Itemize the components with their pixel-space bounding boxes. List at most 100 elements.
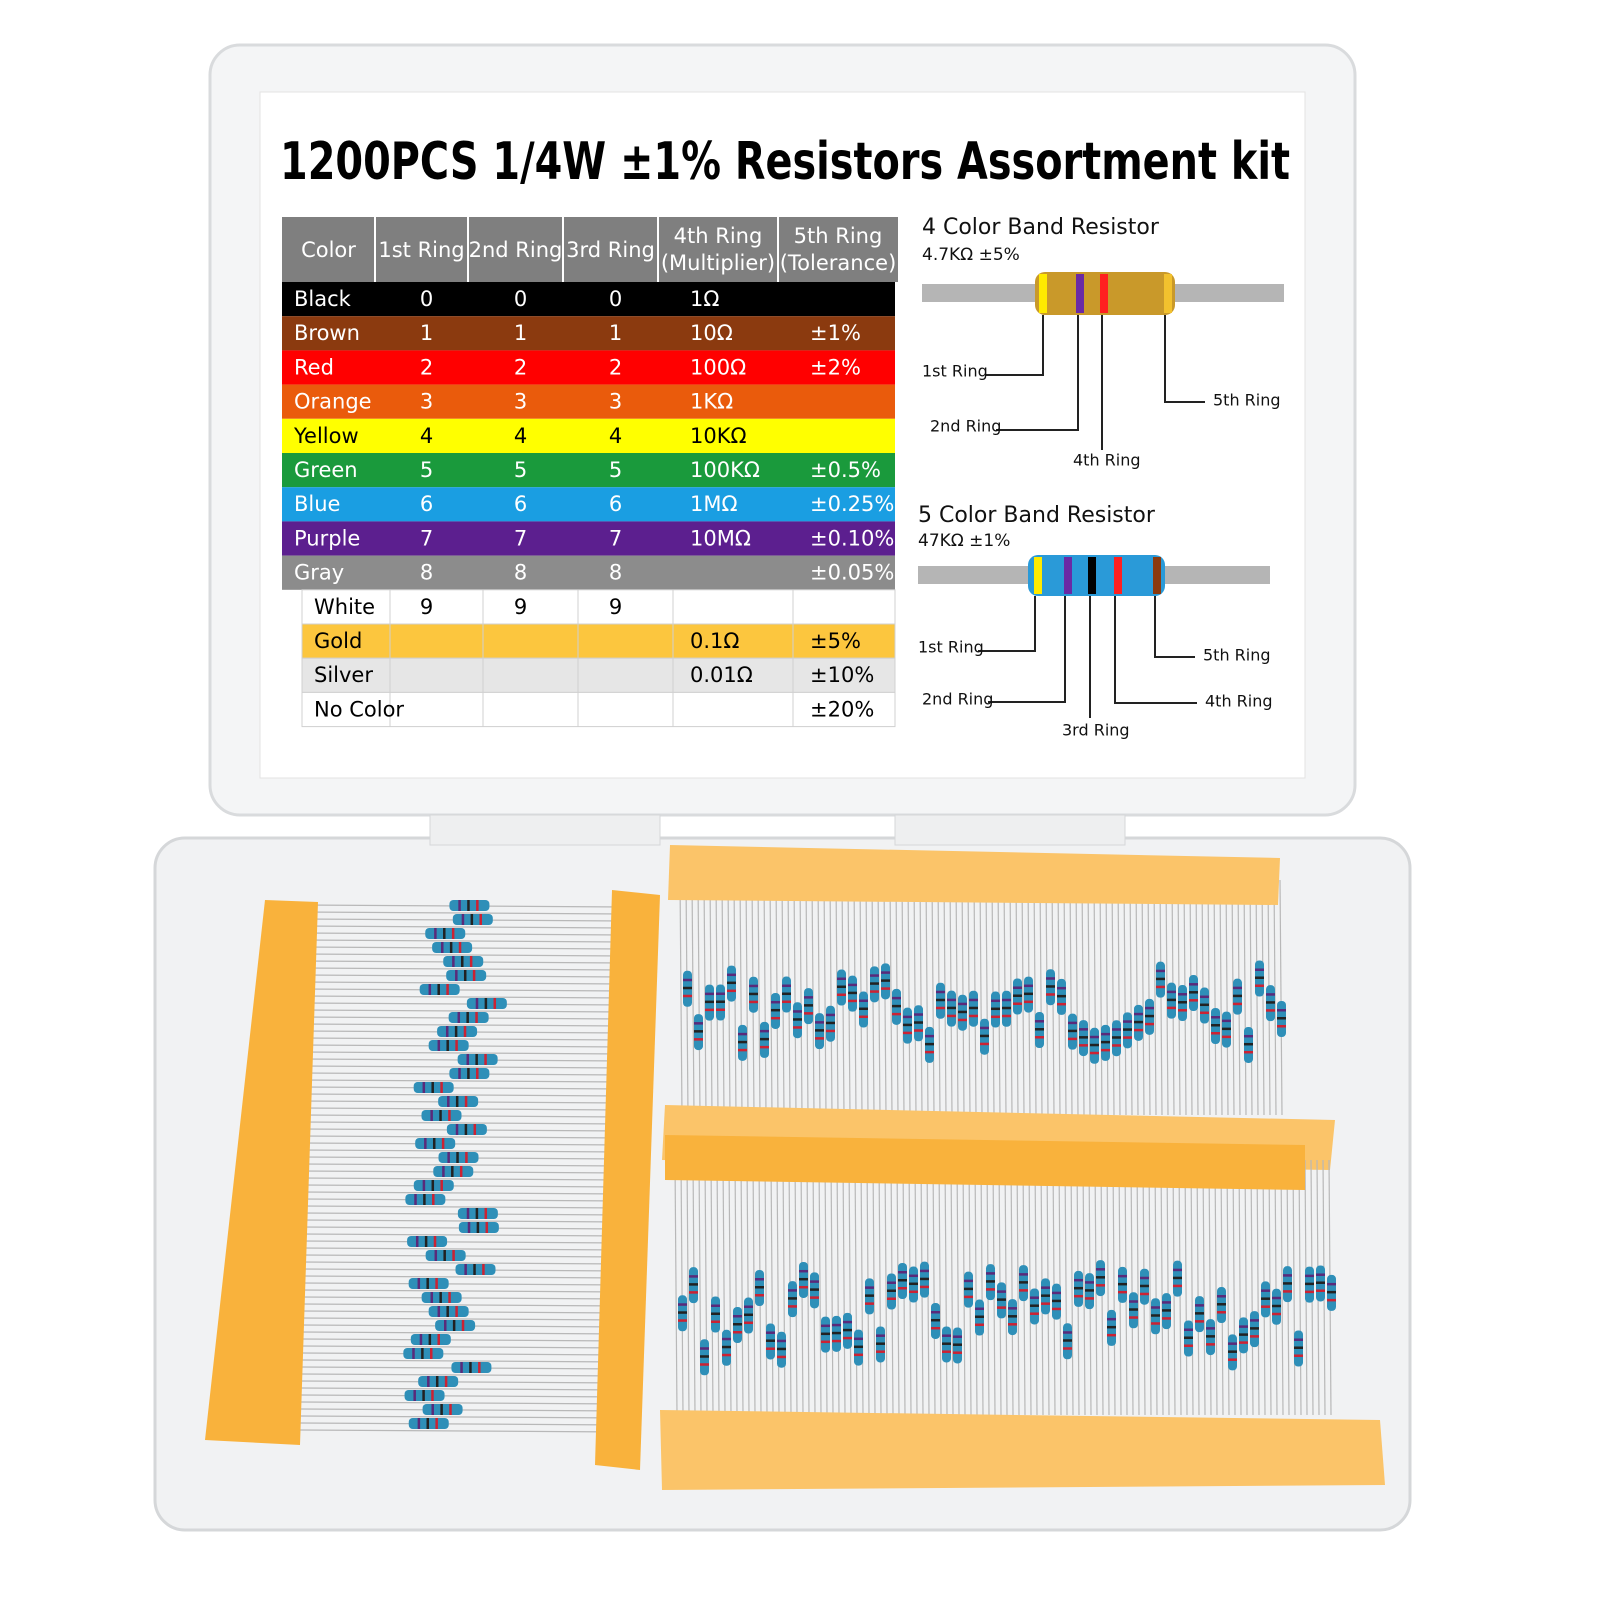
band: [1096, 1268, 1105, 1271]
band: [417, 1418, 421, 1429]
band: [467, 1068, 470, 1079]
wire: [299, 1275, 626, 1279]
band: [1041, 1294, 1050, 1297]
band: [414, 1194, 417, 1205]
table-cell: 100Ω: [690, 355, 746, 379]
table-cell: 10Ω: [690, 321, 733, 345]
wire: [299, 1394, 626, 1398]
band: [1228, 1350, 1237, 1353]
band: [755, 1294, 764, 1297]
band: [1079, 1036, 1088, 1039]
band: [428, 1334, 432, 1345]
wire: [1255, 879, 1259, 1116]
band: [1206, 1335, 1215, 1338]
table-cell: 4: [609, 424, 622, 448]
wire: [1250, 1159, 1254, 1416]
band: [914, 1013, 923, 1016]
table-cell: 2: [420, 355, 433, 379]
band: [1184, 1336, 1193, 1340]
band: [1002, 1006, 1011, 1010]
band: [953, 1335, 962, 1338]
wire: [817, 879, 821, 1116]
band: [936, 998, 945, 1002]
band: [887, 1297, 896, 1300]
band: [1244, 1034, 1253, 1038]
wire: [776, 1159, 780, 1416]
wire: [299, 1051, 626, 1055]
band: [437, 1306, 441, 1317]
header-cell: Color: [301, 238, 356, 262]
band: [476, 1068, 479, 1079]
band: [1189, 999, 1198, 1002]
table-cell: 7: [514, 526, 527, 550]
band: [475, 1054, 478, 1065]
band: [854, 1337, 863, 1341]
wire: [950, 1159, 954, 1416]
wire: [299, 1002, 626, 1006]
band: [1030, 1296, 1039, 1299]
band: [837, 977, 846, 981]
band: [440, 1180, 443, 1191]
wire: [1243, 879, 1247, 1116]
wire: [299, 1149, 626, 1153]
band: [1277, 1017, 1286, 1020]
band: [1195, 1304, 1204, 1307]
wire: [1249, 879, 1253, 1116]
band: [1173, 1268, 1182, 1272]
band: [683, 994, 692, 998]
leader-line: [1154, 596, 1195, 658]
wire: [931, 879, 935, 1116]
table-cell: 1: [420, 321, 433, 345]
band: [909, 1290, 918, 1294]
wire: [734, 1159, 738, 1416]
wire: [980, 1159, 984, 1416]
band: [1305, 1282, 1314, 1286]
band: [887, 1281, 896, 1284]
band: [478, 1362, 481, 1373]
band: [859, 1015, 868, 1019]
band: [826, 1013, 835, 1017]
wire: [757, 879, 761, 1116]
band: [433, 1236, 437, 1247]
table-cell: 8: [609, 561, 622, 585]
band: [1052, 1291, 1061, 1295]
band: [434, 928, 437, 939]
band: [837, 985, 846, 989]
header-cell: (Multiplier): [661, 251, 775, 275]
wire: [1099, 879, 1103, 1116]
band: [997, 1298, 1006, 1301]
band: [749, 984, 758, 988]
table-cell: 7: [420, 526, 433, 550]
table-cell: ±1%: [810, 321, 861, 345]
wire: [824, 1159, 828, 1416]
ring-label: 2nd Ring: [930, 417, 1001, 436]
band: [975, 1307, 984, 1311]
band: [876, 1350, 885, 1353]
band: [1277, 1025, 1286, 1028]
band: [1222, 1019, 1231, 1023]
band: [432, 1138, 436, 1149]
band: [447, 1152, 450, 1163]
band: [444, 1320, 447, 1331]
wire: [299, 1135, 626, 1139]
color-band: [1039, 274, 1047, 313]
wire: [1160, 1159, 1164, 1416]
band: [738, 1040, 747, 1044]
band: [678, 1303, 687, 1306]
wire: [1016, 1159, 1020, 1416]
band: [1266, 1009, 1275, 1012]
wire: [1238, 1159, 1242, 1416]
band: [1063, 1347, 1072, 1350]
wire: [1214, 1159, 1218, 1416]
band: [859, 999, 868, 1003]
band: [777, 1355, 786, 1359]
band: [942, 1334, 951, 1337]
wire: [299, 1303, 626, 1307]
wire: [932, 1159, 936, 1416]
wire: [728, 1159, 732, 1416]
table-cell: 0.1Ω: [690, 629, 739, 653]
band: [437, 1040, 441, 1051]
header-cell: 3rd Ring: [566, 238, 655, 262]
